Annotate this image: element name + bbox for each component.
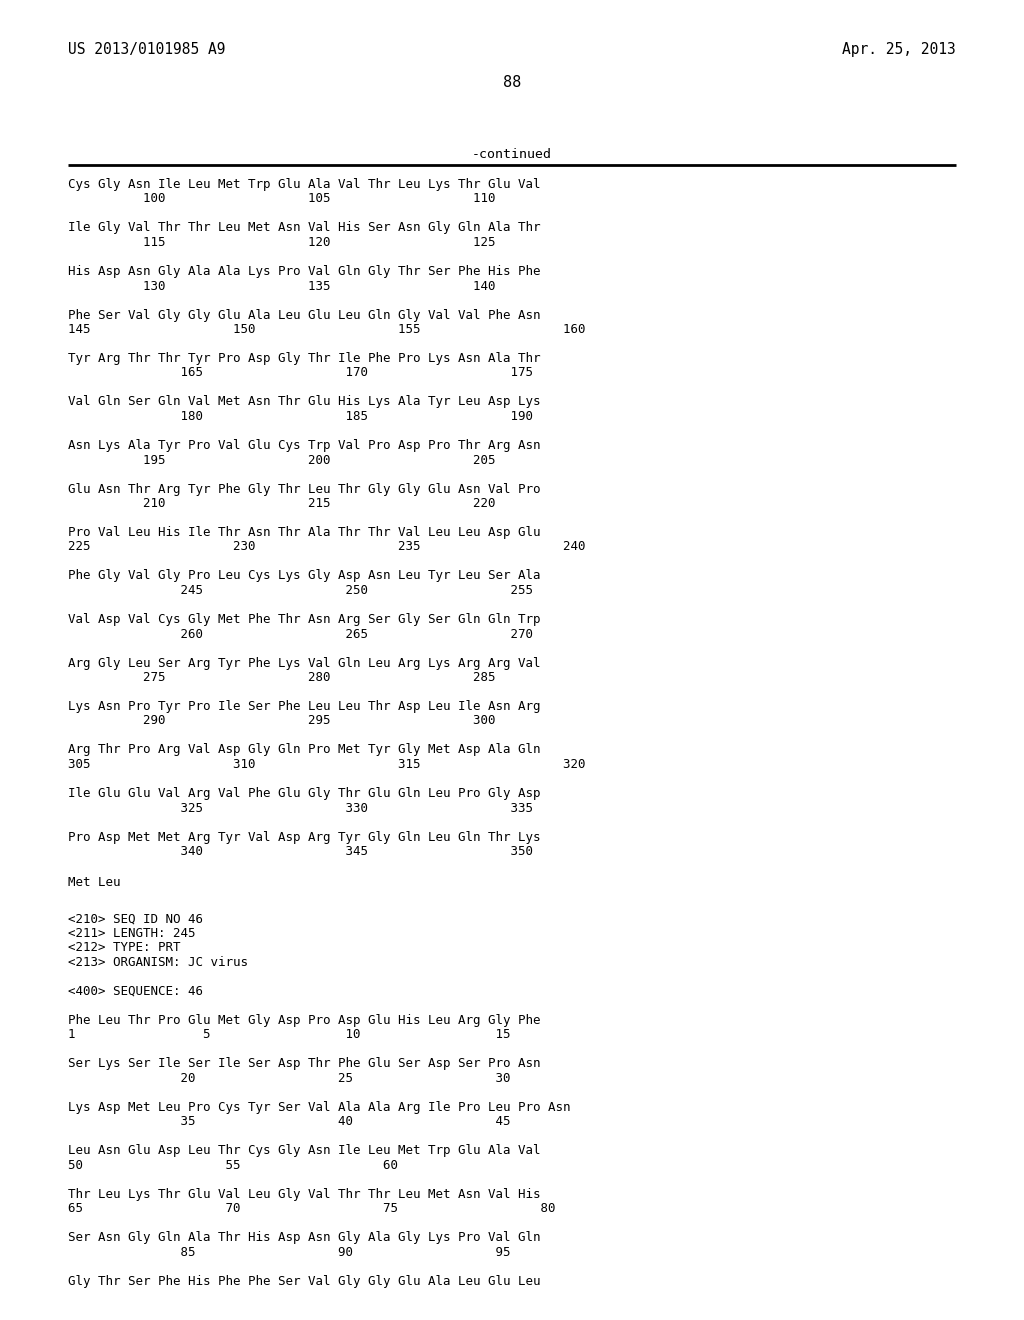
Text: Phe Leu Thr Pro Glu Met Gly Asp Pro Asp Glu His Leu Arg Gly Phe: Phe Leu Thr Pro Glu Met Gly Asp Pro Asp …: [68, 1014, 541, 1027]
Text: Thr Leu Lys Thr Glu Val Leu Gly Val Thr Thr Leu Met Asn Val His: Thr Leu Lys Thr Glu Val Leu Gly Val Thr …: [68, 1188, 541, 1201]
Text: <212> TYPE: PRT: <212> TYPE: PRT: [68, 941, 180, 954]
Text: Gly Thr Ser Phe His Phe Phe Ser Val Gly Gly Glu Ala Leu Glu Leu: Gly Thr Ser Phe His Phe Phe Ser Val Gly …: [68, 1275, 541, 1288]
Text: Tyr Arg Thr Thr Tyr Pro Asp Gly Thr Ile Phe Pro Lys Asn Ala Thr: Tyr Arg Thr Thr Tyr Pro Asp Gly Thr Ile …: [68, 352, 541, 366]
Text: -continued: -continued: [472, 148, 552, 161]
Text: Lys Asp Met Leu Pro Cys Tyr Ser Val Ala Ala Arg Ile Pro Leu Pro Asn: Lys Asp Met Leu Pro Cys Tyr Ser Val Ala …: [68, 1101, 570, 1114]
Text: 20                   25                   30: 20 25 30: [68, 1072, 511, 1085]
Text: Arg Thr Pro Arg Val Asp Gly Gln Pro Met Tyr Gly Met Asp Ala Gln: Arg Thr Pro Arg Val Asp Gly Gln Pro Met …: [68, 743, 541, 756]
Text: Glu Asn Thr Arg Tyr Phe Gly Thr Leu Thr Gly Gly Glu Asn Val Pro: Glu Asn Thr Arg Tyr Phe Gly Thr Leu Thr …: [68, 483, 541, 495]
Text: Met Leu: Met Leu: [68, 876, 121, 888]
Text: <213> ORGANISM: JC virus: <213> ORGANISM: JC virus: [68, 956, 248, 969]
Text: Phe Gly Val Gly Pro Leu Cys Lys Gly Asp Asn Leu Tyr Leu Ser Ala: Phe Gly Val Gly Pro Leu Cys Lys Gly Asp …: [68, 569, 541, 582]
Text: US 2013/0101985 A9: US 2013/0101985 A9: [68, 42, 225, 57]
Text: Arg Gly Leu Ser Arg Tyr Phe Lys Val Gln Leu Arg Lys Arg Arg Val: Arg Gly Leu Ser Arg Tyr Phe Lys Val Gln …: [68, 656, 541, 669]
Text: Cys Gly Asn Ile Leu Met Trp Glu Ala Val Thr Leu Lys Thr Glu Val: Cys Gly Asn Ile Leu Met Trp Glu Ala Val …: [68, 178, 541, 191]
Text: 305                   310                   315                   320: 305 310 315 320: [68, 758, 586, 771]
Text: Pro Asp Met Met Arg Tyr Val Asp Arg Tyr Gly Gln Leu Gln Thr Lys: Pro Asp Met Met Arg Tyr Val Asp Arg Tyr …: [68, 830, 541, 843]
Text: 145                   150                   155                   160: 145 150 155 160: [68, 323, 586, 337]
Text: Leu Asn Glu Asp Leu Thr Cys Gly Asn Ile Leu Met Trp Glu Ala Val: Leu Asn Glu Asp Leu Thr Cys Gly Asn Ile …: [68, 1144, 541, 1158]
Text: 245                   250                   255: 245 250 255: [68, 583, 534, 597]
Text: 260                   265                   270: 260 265 270: [68, 627, 534, 640]
Text: Phe Ser Val Gly Gly Glu Ala Leu Glu Leu Gln Gly Val Val Phe Asn: Phe Ser Val Gly Gly Glu Ala Leu Glu Leu …: [68, 309, 541, 322]
Text: 130                   135                   140: 130 135 140: [68, 280, 496, 293]
Text: <211> LENGTH: 245: <211> LENGTH: 245: [68, 927, 196, 940]
Text: His Asp Asn Gly Ala Ala Lys Pro Val Gln Gly Thr Ser Phe His Phe: His Asp Asn Gly Ala Ala Lys Pro Val Gln …: [68, 265, 541, 279]
Text: 225                   230                   235                   240: 225 230 235 240: [68, 540, 586, 553]
Text: <210> SEQ ID NO 46: <210> SEQ ID NO 46: [68, 912, 203, 925]
Text: Ile Glu Glu Val Arg Val Phe Glu Gly Thr Glu Gln Leu Pro Gly Asp: Ile Glu Glu Val Arg Val Phe Glu Gly Thr …: [68, 787, 541, 800]
Text: Val Asp Val Cys Gly Met Phe Thr Asn Arg Ser Gly Ser Gln Gln Trp: Val Asp Val Cys Gly Met Phe Thr Asn Arg …: [68, 612, 541, 626]
Text: 340                   345                   350: 340 345 350: [68, 845, 534, 858]
Text: Ser Lys Ser Ile Ser Ile Ser Asp Thr Phe Glu Ser Asp Ser Pro Asn: Ser Lys Ser Ile Ser Ile Ser Asp Thr Phe …: [68, 1057, 541, 1071]
Text: Lys Asn Pro Tyr Pro Ile Ser Phe Leu Leu Thr Asp Leu Ile Asn Arg: Lys Asn Pro Tyr Pro Ile Ser Phe Leu Leu …: [68, 700, 541, 713]
Text: 100                   105                   110: 100 105 110: [68, 193, 496, 206]
Text: 290                   295                   300: 290 295 300: [68, 714, 496, 727]
Text: 195                   200                   205: 195 200 205: [68, 454, 496, 466]
Text: 65                   70                   75                   80: 65 70 75 80: [68, 1203, 555, 1216]
Text: 275                   280                   285: 275 280 285: [68, 671, 496, 684]
Text: Ile Gly Val Thr Thr Leu Met Asn Val His Ser Asn Gly Gln Ala Thr: Ile Gly Val Thr Thr Leu Met Asn Val His …: [68, 222, 541, 235]
Text: Ser Asn Gly Gln Ala Thr His Asp Asn Gly Ala Gly Lys Pro Val Gln: Ser Asn Gly Gln Ala Thr His Asp Asn Gly …: [68, 1232, 541, 1245]
Text: 180                   185                   190: 180 185 190: [68, 411, 534, 422]
Text: 88: 88: [503, 75, 521, 90]
Text: Val Gln Ser Gln Val Met Asn Thr Glu His Lys Ala Tyr Leu Asp Lys: Val Gln Ser Gln Val Met Asn Thr Glu His …: [68, 396, 541, 408]
Text: Asn Lys Ala Tyr Pro Val Glu Cys Trp Val Pro Asp Pro Thr Arg Asn: Asn Lys Ala Tyr Pro Val Glu Cys Trp Val …: [68, 440, 541, 451]
Text: 35                   40                   45: 35 40 45: [68, 1115, 511, 1129]
Text: 50                   55                   60: 50 55 60: [68, 1159, 398, 1172]
Text: 85                   90                   95: 85 90 95: [68, 1246, 511, 1259]
Text: 165                   170                   175: 165 170 175: [68, 367, 534, 380]
Text: 115                   120                   125: 115 120 125: [68, 236, 496, 249]
Text: 1                 5                  10                  15: 1 5 10 15: [68, 1028, 511, 1041]
Text: Apr. 25, 2013: Apr. 25, 2013: [843, 42, 956, 57]
Text: <400> SEQUENCE: 46: <400> SEQUENCE: 46: [68, 985, 203, 998]
Text: 210                   215                   220: 210 215 220: [68, 498, 496, 510]
Text: 325                   330                   335: 325 330 335: [68, 801, 534, 814]
Text: Pro Val Leu His Ile Thr Asn Thr Ala Thr Thr Val Leu Leu Asp Glu: Pro Val Leu His Ile Thr Asn Thr Ala Thr …: [68, 525, 541, 539]
